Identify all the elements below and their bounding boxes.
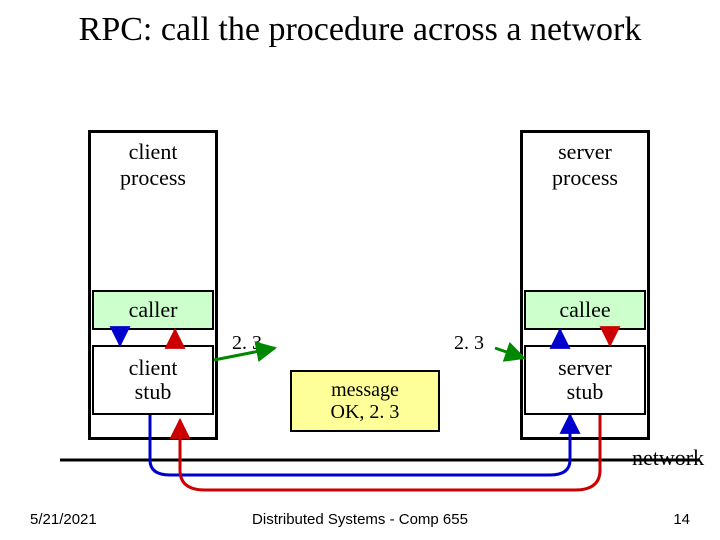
callee-box: callee [524, 290, 646, 330]
diagram-canvas: RPC: call the procedure across a network… [0, 0, 720, 540]
server-process-label: server process [523, 139, 647, 191]
client-process-label: client process [91, 139, 215, 191]
edge-label-right: 2. 3 [454, 332, 484, 355]
slide-title: RPC: call the procedure across a network [0, 10, 720, 49]
footer-page: 14 [673, 511, 690, 528]
caller-box: caller [92, 290, 214, 330]
footer-center: Distributed Systems - Comp 655 [0, 511, 720, 528]
client-stub-box: client stub [92, 345, 214, 415]
client-stub-label: client stub [129, 356, 178, 404]
callee-label: callee [559, 297, 610, 323]
network-label: network [632, 445, 704, 471]
server-stub-box: server stub [524, 345, 646, 415]
caller-label: caller [129, 297, 178, 323]
server-stub-label: server stub [558, 356, 612, 404]
message-line1: message [331, 379, 399, 401]
message-line2: OK, 2. 3 [331, 401, 400, 423]
edge-label-left: 2. 3 [232, 332, 262, 355]
message-box: message OK, 2. 3 [290, 370, 440, 432]
